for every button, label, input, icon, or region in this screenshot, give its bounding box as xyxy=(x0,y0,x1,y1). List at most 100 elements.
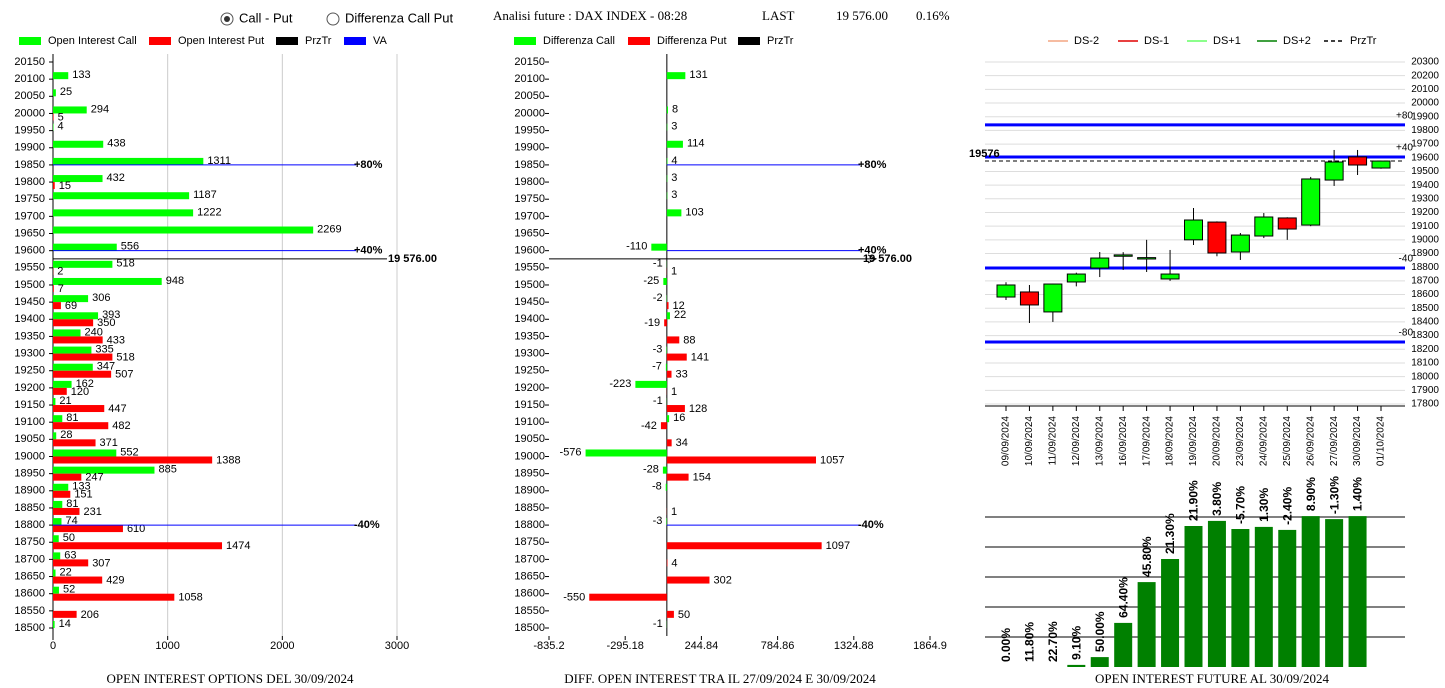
value-label: 25 xyxy=(60,86,72,98)
bar xyxy=(53,422,109,430)
value-label: 552 xyxy=(120,446,138,458)
bar xyxy=(53,284,54,292)
y-tick-label: 18700 xyxy=(14,553,45,565)
x-tick-label: 17/09/2024 xyxy=(1141,416,1152,466)
value-label: 294 xyxy=(91,103,109,115)
value-label: 347 xyxy=(97,361,115,373)
x-tick-label: 2000 xyxy=(270,640,294,652)
bar xyxy=(1254,526,1273,667)
value-label: 438 xyxy=(107,138,125,150)
value-label: -3 xyxy=(653,343,663,355)
legend-swatch xyxy=(738,37,760,45)
chart-title: OPEN INTEREST OPTIONS DEL 30/09/2024 xyxy=(107,671,355,686)
bar xyxy=(53,387,67,395)
y-tick-label: 18550 xyxy=(14,605,45,617)
value-label: 1 xyxy=(671,266,677,278)
va-label: +80 xyxy=(1396,111,1413,122)
legend-swatch xyxy=(19,37,41,45)
bar xyxy=(53,346,92,354)
bar xyxy=(666,302,669,310)
x-tick-label: 18/09/2024 xyxy=(1165,416,1176,466)
bar-annotation: 45.80% xyxy=(1140,536,1154,577)
bar xyxy=(53,363,93,371)
radio-label[interactable]: Differenza Call Put xyxy=(345,10,454,25)
x-tick-label: 20/09/2024 xyxy=(1212,416,1223,466)
y-tick-label: 18300 xyxy=(1411,330,1439,341)
x-tick-label: 30/09/2024 xyxy=(1352,416,1363,466)
value-label: -223 xyxy=(609,378,631,390)
bar xyxy=(53,483,69,491)
candle-body xyxy=(1348,156,1368,166)
y-tick-label: 19850 xyxy=(514,159,545,171)
value-label: 120 xyxy=(71,386,89,398)
value-label: 52 xyxy=(63,584,75,596)
bar xyxy=(53,319,94,327)
bar xyxy=(665,483,667,491)
y-tick-label: 18500 xyxy=(1411,303,1439,314)
y-tick-label: 20050 xyxy=(14,90,45,102)
y-tick-label: 20050 xyxy=(514,90,545,102)
value-label: -1 xyxy=(653,258,663,270)
legend-label: VA xyxy=(373,35,388,47)
y-tick-label: 18000 xyxy=(1411,371,1439,382)
value-label: 4 xyxy=(57,121,63,133)
price-label: 19 576.00 xyxy=(863,253,912,265)
y-tick-label: 19300 xyxy=(14,347,45,359)
value-label: 885 xyxy=(158,464,176,476)
bar xyxy=(666,473,689,481)
bar xyxy=(666,106,668,114)
candle-body xyxy=(1019,291,1039,306)
bar-annotation: 9.10% xyxy=(1069,626,1083,660)
y-tick-label: 19500 xyxy=(514,279,545,291)
x-tick-label: 13/09/2024 xyxy=(1094,416,1105,466)
radio-dot xyxy=(224,16,230,22)
price-label: 19576 xyxy=(969,148,1000,160)
chart-title: DIFF. OPEN INTEREST TRA IL 27/09/2024 E … xyxy=(564,671,876,686)
radio-label[interactable]: Call - Put xyxy=(239,10,293,25)
x-tick-label: 11/09/2024 xyxy=(1048,416,1059,466)
value-label: 4 xyxy=(671,155,677,167)
bar xyxy=(651,243,667,251)
value-label: -42 xyxy=(641,420,657,432)
candle-body xyxy=(1066,273,1086,283)
y-tick-label: 19000 xyxy=(514,450,545,462)
value-label: 128 xyxy=(689,403,707,415)
last-value: 19 576.00 xyxy=(836,8,888,23)
x-tick-label: 24/09/2024 xyxy=(1258,416,1269,466)
bar-annotation: 1.40% xyxy=(1351,477,1365,511)
y-tick-label: 19650 xyxy=(514,227,545,239)
legend-swatch xyxy=(149,37,171,45)
bar xyxy=(1067,664,1086,667)
radio-button[interactable] xyxy=(326,12,340,26)
bar xyxy=(1278,529,1297,667)
x-tick-label: 16/09/2024 xyxy=(1118,416,1129,466)
bar xyxy=(53,302,61,310)
value-label: 3 xyxy=(671,172,677,184)
y-tick-label: 19200 xyxy=(1411,207,1439,218)
y-tick-label: 19700 xyxy=(14,210,45,222)
y-tick-label: 19600 xyxy=(14,245,45,257)
value-label: 69 xyxy=(65,300,77,312)
legend-label: Differenza Call xyxy=(543,35,615,47)
value-label: 14 xyxy=(59,618,71,630)
y-tick-label: 19600 xyxy=(514,245,545,257)
y-tick-label: 18800 xyxy=(14,519,45,531)
value-label: -19 xyxy=(644,317,660,329)
bar xyxy=(1184,526,1203,667)
bar xyxy=(1161,559,1180,667)
candle-body xyxy=(996,284,1016,298)
bar xyxy=(666,610,674,618)
candle-body xyxy=(1230,234,1250,253)
bar xyxy=(53,415,63,423)
value-label: 433 xyxy=(107,334,125,346)
legend-label: PrzTr xyxy=(305,35,332,47)
x-tick-label: 23/09/2024 xyxy=(1235,416,1246,466)
bar xyxy=(53,192,190,200)
legend-label: DS-2 xyxy=(1074,35,1099,47)
va-label: +80% xyxy=(858,159,887,171)
value-label: 7 xyxy=(58,283,64,295)
y-tick-label: 18400 xyxy=(1411,317,1439,328)
value-label: -7 xyxy=(652,361,662,373)
candle-body xyxy=(1184,219,1203,241)
